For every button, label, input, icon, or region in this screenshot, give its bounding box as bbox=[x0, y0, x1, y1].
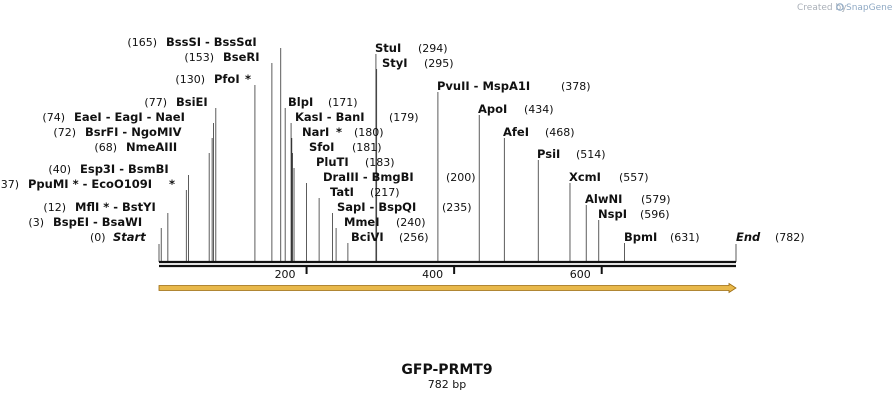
site-pos: (631) bbox=[670, 231, 700, 244]
start-position: (0) bbox=[90, 231, 106, 244]
site-pos: (153) bbox=[184, 51, 214, 64]
site-pos: (183) bbox=[365, 156, 395, 169]
site-name[interactable]: DraIII - BmgBI bbox=[323, 170, 414, 184]
site-pos: (256) bbox=[399, 231, 429, 244]
site-name[interactable]: NarI bbox=[302, 125, 329, 139]
site-pos: (77) bbox=[144, 96, 167, 109]
site-name[interactable]: EaeI - EagI - NaeI bbox=[74, 110, 185, 124]
site-name[interactable]: SfoI bbox=[309, 140, 334, 154]
end-position: (782) bbox=[775, 231, 805, 244]
site-name[interactable]: BpmI bbox=[624, 230, 657, 244]
site-pos: (37) bbox=[0, 178, 19, 191]
site-name[interactable]: MflI * - BstYI bbox=[75, 200, 156, 214]
site-name[interactable]: XcmI bbox=[569, 170, 601, 184]
site-pos: (468) bbox=[545, 126, 575, 139]
site-name[interactable]: StyI bbox=[382, 56, 408, 70]
site-name[interactable]: AlwNI bbox=[585, 192, 622, 206]
site-name[interactable]: BssSI - BssSαI bbox=[166, 35, 257, 49]
site-pos: (235) bbox=[442, 201, 472, 214]
site-name[interactable]: SapI - BspQI bbox=[337, 200, 416, 214]
site-name[interactable]: Esp3I - BsmBI bbox=[80, 162, 169, 176]
site-pos: (68) bbox=[94, 141, 117, 154]
sequence-backbone bbox=[159, 260, 736, 268]
site-name[interactable]: PvuII - MspA1I bbox=[437, 79, 530, 93]
watermark-prefix: Created by bbox=[797, 3, 847, 13]
site-name[interactable]: PsiI bbox=[537, 147, 560, 161]
site-pos: (596) bbox=[640, 208, 670, 221]
site-name[interactable]: NspI bbox=[598, 207, 627, 221]
site-pos: (434) bbox=[524, 103, 554, 116]
site-name[interactable]: BseRI bbox=[223, 50, 260, 64]
site-name[interactable]: PfoI bbox=[214, 72, 240, 86]
site-name[interactable]: BspEI - BsaWI bbox=[53, 215, 142, 229]
site-name[interactable]: ApoI bbox=[478, 102, 507, 116]
site-name[interactable]: BsrFI - NgoMIV bbox=[85, 125, 182, 139]
site-name[interactable]: AfeI bbox=[503, 125, 529, 139]
site-pos: (74) bbox=[42, 111, 65, 124]
site-name[interactable]: NmeAIII bbox=[126, 140, 177, 154]
site-pos: (72) bbox=[53, 126, 76, 139]
site-pos: (240) bbox=[396, 216, 426, 229]
site-pos: (130) bbox=[175, 73, 205, 86]
ruler-tick-label: 400 bbox=[422, 268, 443, 281]
ruler-tick-label: 600 bbox=[570, 268, 591, 281]
feature-orf-arrow[interactable] bbox=[158, 282, 737, 294]
site-pos: (217) bbox=[370, 186, 400, 199]
construct-name: GFP-PRMT9 bbox=[401, 362, 492, 378]
site-star: * bbox=[336, 125, 342, 139]
feature-arrow[interactable] bbox=[158, 282, 737, 294]
watermark-brand: SnapGene bbox=[846, 3, 893, 13]
site-name[interactable]: BciVI bbox=[351, 230, 384, 244]
site-pos: (179) bbox=[389, 111, 419, 124]
site-name[interactable]: KasI - BanI bbox=[295, 110, 365, 124]
end-label: End bbox=[736, 230, 761, 244]
site-pos: (171) bbox=[328, 96, 358, 109]
snapgene-logo-icon bbox=[836, 3, 844, 11]
site-pos: (294) bbox=[418, 42, 448, 55]
site-pos: (295) bbox=[424, 57, 454, 70]
site-name[interactable]: MmeI bbox=[344, 215, 380, 229]
ruler: 200 400 600 bbox=[275, 266, 603, 281]
site-pos: (557) bbox=[619, 171, 649, 184]
site-pos: (514) bbox=[576, 148, 606, 161]
enzyme-labels: (0) Start End (782) (165) BssSI - BssSαI… bbox=[0, 35, 805, 244]
site-pos: (3) bbox=[28, 216, 44, 229]
site-name[interactable]: PluTI bbox=[316, 155, 349, 169]
site-star: * bbox=[245, 72, 251, 86]
snapgene-watermark: Created by SnapGene bbox=[797, 3, 893, 13]
site-star: * bbox=[169, 177, 175, 191]
site-name[interactable]: TatI bbox=[330, 185, 354, 199]
site-pos: (378) bbox=[561, 80, 591, 93]
site-pos: (181) bbox=[352, 141, 382, 154]
site-pos: (579) bbox=[641, 193, 671, 206]
site-name[interactable]: PpuMI * - EcoO109I bbox=[28, 177, 152, 191]
site-pos: (165) bbox=[127, 36, 157, 49]
site-name[interactable]: BlpI bbox=[288, 95, 313, 109]
site-name[interactable]: StuI bbox=[375, 41, 401, 55]
site-pos: (40) bbox=[48, 163, 71, 176]
ruler-tick-label: 200 bbox=[275, 268, 296, 281]
site-pos: (12) bbox=[43, 201, 66, 214]
construct-length: 782 bp bbox=[428, 378, 466, 391]
leader-lines bbox=[158, 48, 737, 262]
site-name[interactable]: BsiEI bbox=[176, 95, 208, 109]
start-label: Start bbox=[113, 230, 146, 244]
site-pos: (200) bbox=[446, 171, 476, 184]
site-pos: (180) bbox=[354, 126, 384, 139]
